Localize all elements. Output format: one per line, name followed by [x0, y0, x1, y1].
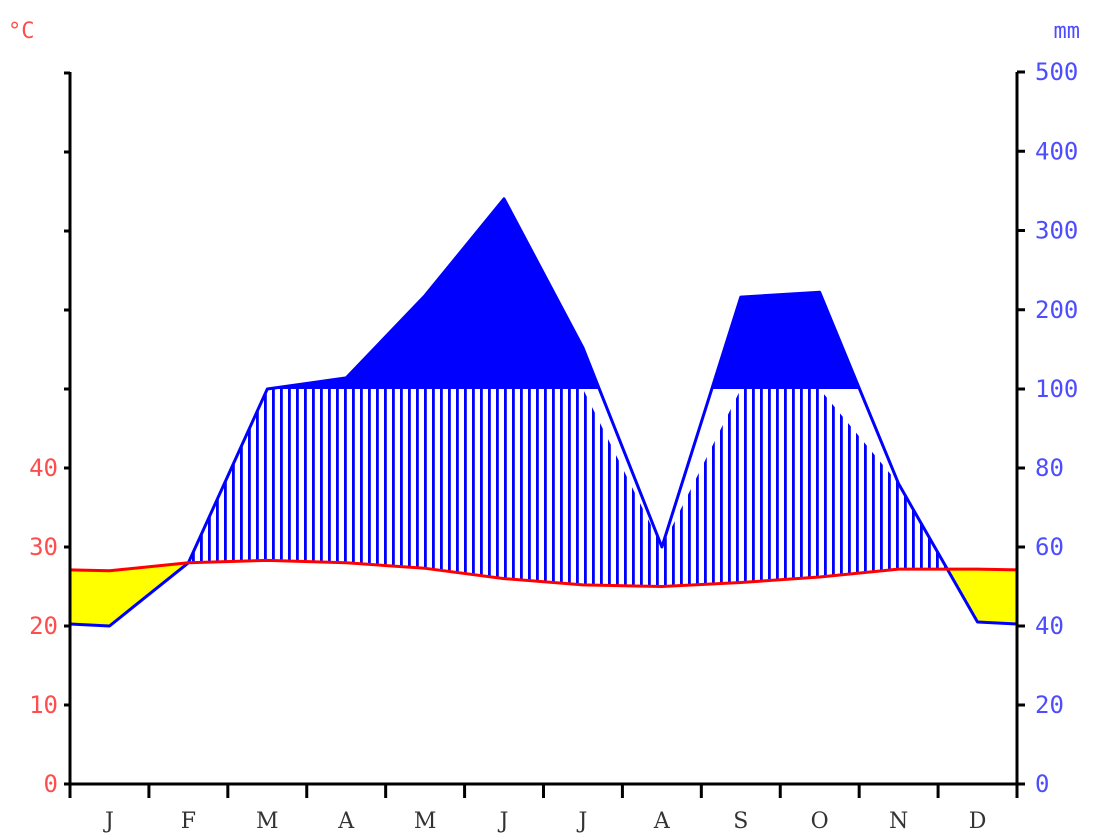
humid-period-areas	[188, 389, 948, 587]
arid-area-1	[947, 569, 1017, 624]
precipitation-tick-label: 500	[1035, 58, 1078, 86]
temperature-tick-label: 30	[29, 533, 58, 561]
month-label: N	[889, 809, 908, 834]
temperature-tick-label: 0	[44, 770, 58, 798]
temperature-tick-label: 20	[29, 612, 58, 640]
precipitation-tick-label: 0	[1035, 770, 1049, 798]
perhumid-area-0	[267, 198, 600, 389]
temperature-line	[69, 558, 1018, 588]
month-label: A	[653, 809, 671, 834]
month-label: M	[414, 809, 437, 834]
precipitation-tick-label: 20	[1035, 691, 1064, 719]
month-label: M	[256, 809, 279, 834]
precipitation-tick-label: 300	[1035, 217, 1078, 245]
precipitation-tick-label: 400	[1035, 137, 1078, 165]
month-label: J	[498, 809, 509, 834]
humid-area-0	[188, 389, 948, 587]
temperature-unit-label: °C	[8, 19, 35, 44]
month-label: J	[577, 809, 588, 834]
month-label: A	[337, 809, 355, 834]
month-label: J	[103, 809, 114, 834]
temperature-tick-label: 10	[29, 691, 58, 719]
month-label: F	[181, 809, 196, 834]
precipitation-tick-label: 200	[1035, 296, 1078, 324]
month-label: O	[811, 809, 829, 834]
temperature-tick-label: 40	[29, 454, 58, 482]
precipitation-unit-label: mm	[1054, 19, 1081, 44]
month-label: S	[733, 809, 748, 834]
arid-area-0	[70, 562, 189, 626]
month-label: D	[969, 809, 987, 834]
precipitation-tick-label: 80	[1035, 454, 1064, 482]
precipitation-tick-label: 100	[1035, 375, 1078, 403]
precipitation-tick-label: 40	[1035, 612, 1064, 640]
precipitation-line	[69, 197, 1018, 628]
arid-period-areas	[70, 562, 1017, 626]
series-lines	[69, 197, 1018, 628]
perhumid-period-areas	[267, 198, 860, 389]
precipitation-tick-label: 60	[1035, 533, 1064, 561]
perhumid-area-1	[711, 292, 860, 389]
